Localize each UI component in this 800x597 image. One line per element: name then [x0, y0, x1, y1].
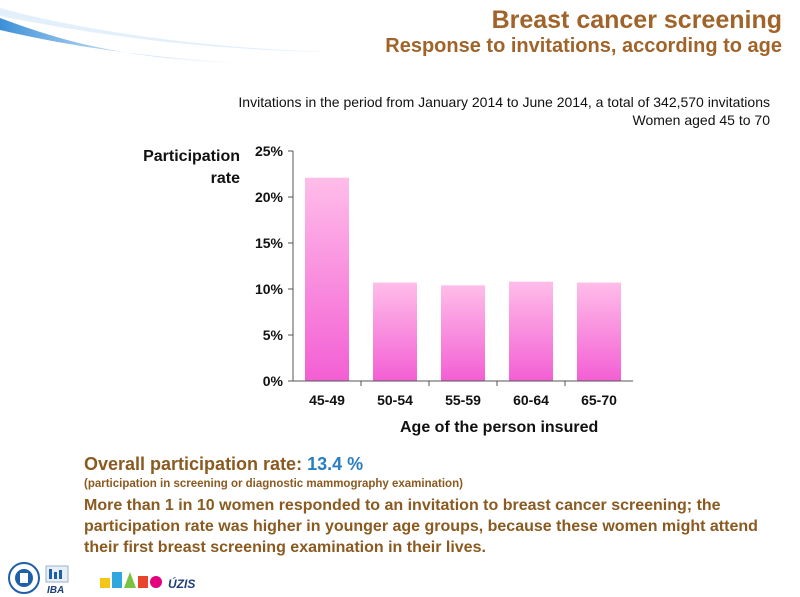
overall-rate-label: Overall participation rate: — [84, 454, 303, 474]
iba-logo-text: IBA — [47, 585, 64, 596]
y-tick-label: 25% — [255, 143, 284, 159]
bar-50-54 — [373, 282, 417, 381]
info-line-2: Women aged 45 to 70 — [632, 112, 770, 128]
colorful-shapes-logo — [100, 572, 162, 588]
university-seal-logo — [8, 562, 40, 594]
y-tick-label: 0% — [263, 373, 284, 389]
slide-title: Breast cancer screening — [491, 6, 782, 34]
x-tick-label: 55-59 — [445, 392, 481, 408]
summary-paragraph: More than 1 in 10 women responded to an … — [84, 497, 758, 556]
slide-subtitle: Response to invitations, according to ag… — [385, 35, 782, 57]
y-axis-label-line-1: Participation — [143, 148, 240, 165]
overall-rate: Overall participation rate: 13.4 % — [84, 454, 784, 475]
y-tick-label: 15% — [255, 235, 284, 251]
bar-55-59 — [441, 285, 485, 381]
x-tick-label: 50-54 — [377, 392, 413, 408]
overall-rate-note: (participation in screening or diagnosti… — [84, 478, 463, 490]
bar-60-64 — [509, 281, 553, 381]
chart-info: Invitations in the period from January 2… — [238, 93, 770, 129]
y-tick-label: 20% — [255, 189, 284, 205]
x-tick-label: 60-64 — [513, 392, 549, 408]
y-axis-label-line-2: rate — [210, 170, 240, 187]
overall-rate-value: 13.4 % — [307, 454, 364, 474]
bar-45-49 — [305, 177, 349, 381]
x-tick-label: 45-49 — [309, 392, 345, 408]
bar-65-70 — [577, 282, 621, 381]
uzis-logo-text: ÚZIS — [168, 576, 195, 591]
y-tick-label: 5% — [263, 327, 284, 343]
x-axis-label: Age of the person insured — [400, 419, 599, 436]
uzis-logo: ÚZIS — [168, 576, 195, 591]
x-tick-label: 65-70 — [581, 392, 617, 408]
footer-logos: IBA ÚZIS — [8, 562, 195, 596]
slide-title-block: Breast cancer screening Response to invi… — [385, 6, 782, 58]
iba-logo: IBA — [45, 565, 69, 596]
y-tick-label: 10% — [255, 281, 284, 297]
info-line-1: Invitations in the period from January 2… — [238, 94, 770, 110]
summary-block: Overall participation rate: 13.4 % (part… — [84, 454, 784, 558]
y-axis-label: Participation rate — [100, 146, 240, 190]
